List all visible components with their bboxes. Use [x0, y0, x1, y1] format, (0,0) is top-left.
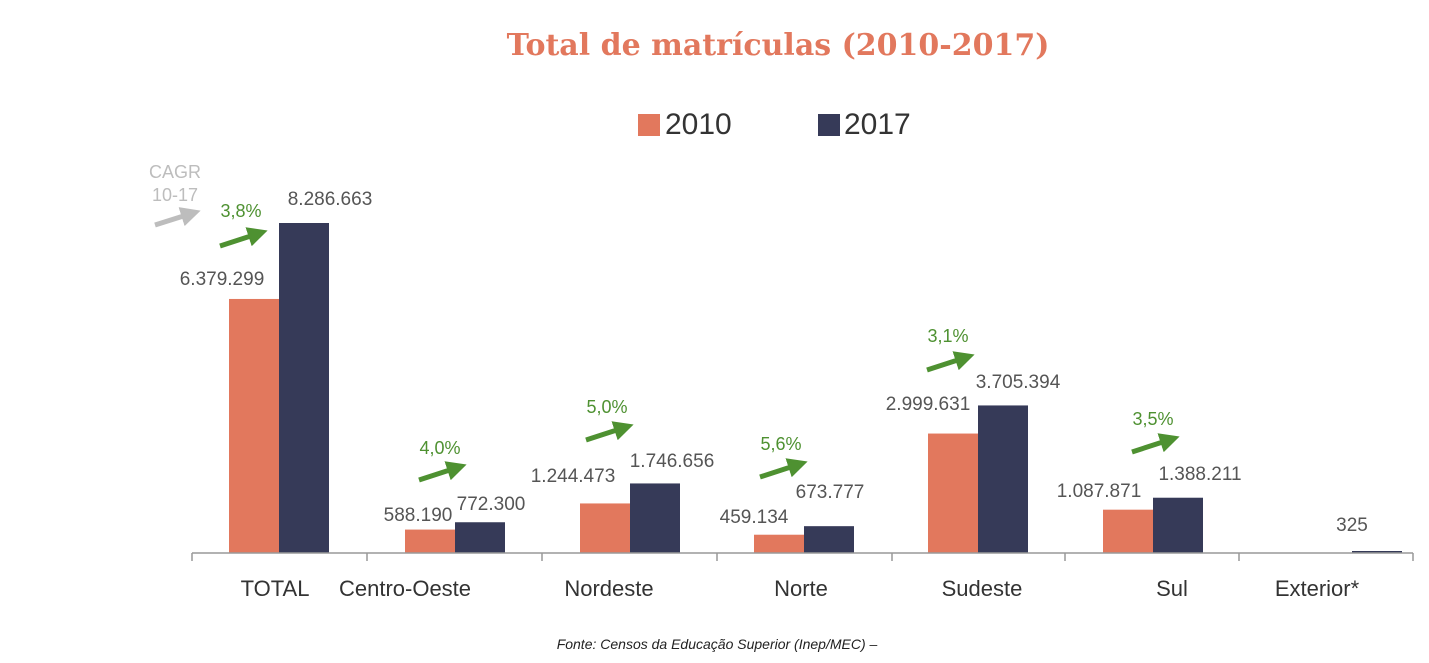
legend-swatch-2017 — [818, 114, 840, 136]
value-label-2017: 772.300 — [457, 494, 526, 515]
category-label: Norte — [774, 576, 828, 601]
bar-2010-total — [229, 298, 279, 553]
category-labels: TOTAL Centro-Oeste Nordeste Norte Sudeste Sul… — [241, 576, 1360, 601]
bar-2017-centro-oeste — [455, 522, 505, 553]
bar-2017-norte — [804, 526, 854, 553]
value-label-2017: 325 — [1336, 515, 1368, 536]
cagr-value: 5,6% — [760, 434, 801, 454]
value-label-2017: 8.286.663 — [288, 189, 373, 210]
legend: 2010 2017 — [638, 108, 911, 141]
cagr-arrow-icon — [585, 421, 634, 443]
cagr-value: 5,0% — [586, 397, 627, 417]
bar-2010-nordeste — [580, 503, 630, 553]
value-label-2017: 1.746.656 — [630, 451, 715, 472]
cagr-arrow-icon — [926, 351, 975, 373]
bar-2017-total — [279, 223, 329, 553]
chart-title: Total de matrículas (2010-2017) — [507, 28, 1050, 63]
cagr-arrow-icon — [759, 458, 808, 480]
category-label: Sudeste — [942, 576, 1023, 601]
bar-2010-sudeste — [928, 433, 978, 553]
x-axis — [191, 552, 1414, 561]
bar-2010-sul — [1103, 509, 1153, 553]
value-label-2010: 6.379.299 — [180, 269, 265, 290]
bar-2017-exterior- — [1352, 551, 1402, 553]
cagr-value: 3,1% — [927, 326, 968, 346]
category-label: Centro-Oeste — [339, 576, 471, 601]
value-label-2010: 1.244.473 — [531, 466, 616, 487]
value-label-2010: 459.134 — [720, 507, 789, 528]
value-label-2017: 3.705.394 — [976, 372, 1061, 393]
category-label: Nordeste — [564, 576, 653, 601]
value-label-2010: 588.190 — [384, 505, 453, 526]
cagr-arrow-icon — [1131, 433, 1180, 455]
cagr-legend: CAGR 10-17 — [149, 162, 201, 228]
category-label: Exterior* — [1275, 576, 1360, 601]
legend-label-2017: 2017 — [844, 108, 911, 141]
bar-2017-sul — [1153, 497, 1203, 553]
value-label-2017: 1.388.211 — [1158, 464, 1241, 485]
bar-2010-norte — [754, 534, 804, 553]
bar-2017-sudeste — [978, 405, 1028, 553]
category-label: TOTAL — [241, 576, 310, 601]
cagr-arrow-icon — [418, 461, 467, 483]
cagr-label-line2: 10-17 — [152, 185, 198, 205]
value-label-2010: 2.999.631 — [886, 394, 971, 415]
cagr-grey-arrow-icon — [154, 207, 201, 228]
cagr-value: 4,0% — [419, 438, 460, 458]
bar-2017-nordeste — [630, 483, 680, 553]
category-label: Sul — [1156, 576, 1188, 601]
cagr-arrow-icon — [219, 227, 268, 249]
bars — [229, 223, 1402, 553]
cagr-label-line1: CAGR — [149, 162, 201, 182]
cagr-value: 3,5% — [1132, 409, 1173, 429]
cagr-value: 3,8% — [220, 201, 261, 221]
legend-swatch-2010 — [638, 114, 660, 136]
cagr-indicators: 3,8% 4,0% 5,0% 5,6% 3,1% 3,5% — [219, 201, 1180, 483]
bar-2010-centro-oeste — [405, 529, 455, 553]
value-label-2017: 673.777 — [796, 482, 865, 503]
value-labels: 6.379.299 8.286.663 588.190772.3001.244.47… — [180, 189, 1368, 536]
legend-label-2010: 2010 — [665, 108, 732, 141]
source-note: Fonte: Censos da Educação Superior (Inep… — [557, 636, 878, 652]
value-label-2010: 1.087.871 — [1057, 481, 1142, 502]
